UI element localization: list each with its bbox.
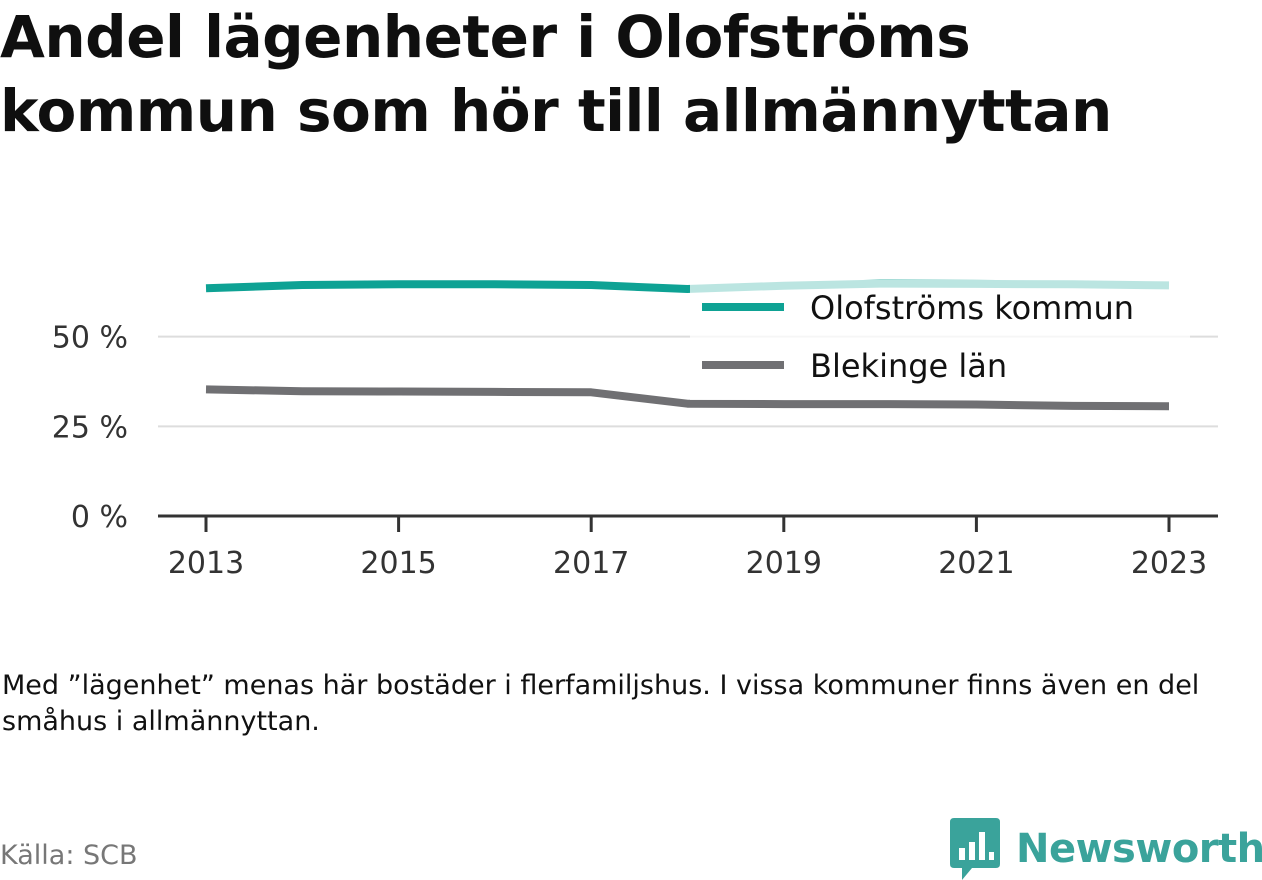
brand-name: Newsworthy [1016,826,1262,872]
x-tick-label: 2019 [746,546,822,581]
y-tick-label: 0 % [71,500,128,535]
legend-label: Olofströms kommun [810,289,1134,327]
x-tick-label: 2017 [553,546,629,581]
x-axis: 2013 2015 2017 2019 2021 2023 [158,514,1218,581]
chart-title: Andel lägenheter i Olofströms kommun som… [0,3,1112,145]
brand-logo: Newsworthy [950,818,1262,880]
source-label: Källa: SCB [0,840,138,871]
legend-label: Blekinge län [810,347,1007,385]
legend-background [690,280,1190,400]
series-line [205,280,690,293]
x-tick-label: 2023 [1131,546,1207,581]
x-tick-label: 2013 [168,546,244,581]
series-line-right [690,399,1170,411]
chart-note: Med ”lägenhet” menas här bostäder i fler… [2,670,1200,737]
y-tick-label: 50 % [52,321,128,356]
y-tick-label: 25 % [52,410,128,445]
y-axis-ticks: 0 % 25 % 50 % [52,321,128,535]
legend: Olofströms kommun Blekinge län [702,289,1134,385]
x-tick-label: 2015 [360,546,436,581]
series-line [205,385,690,408]
x-tick-label: 2021 [938,546,1014,581]
bar-chart-speech-bubble-icon [950,818,1000,880]
